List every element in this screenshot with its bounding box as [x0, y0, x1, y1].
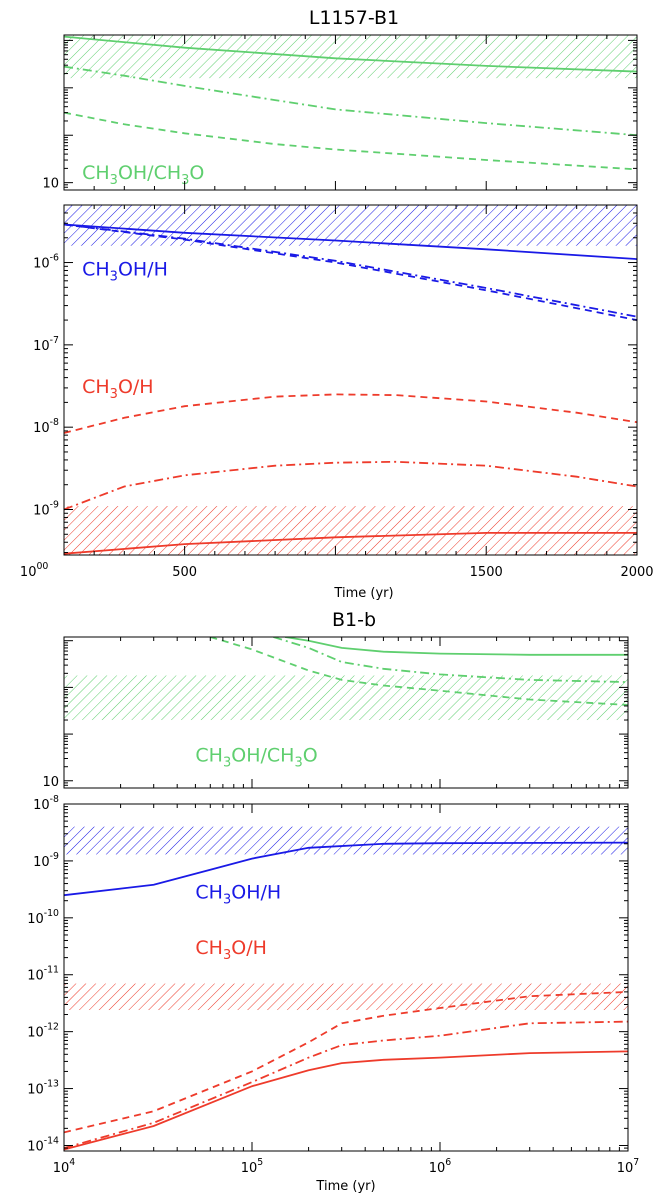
blue-solid-line — [64, 223, 637, 260]
panel-b1b-abundance: CH3OH/H CH3O/H 10-14 10-13 10-12 10-11 10-10 10… — [27, 794, 629, 1154]
blue-dashdot-line — [64, 223, 637, 318]
x-tick-label: 107 — [617, 1157, 640, 1176]
red-dashdot-line — [64, 460, 637, 511]
x-tick-label: 1000 — [20, 561, 48, 580]
red-uncertainty-band — [64, 983, 628, 1011]
green-dashdot-line — [273, 637, 628, 683]
y-tick-label: 10-10 — [27, 908, 59, 927]
y-tick-label: 10-11 — [27, 965, 59, 984]
green-uncertainty-band — [64, 675, 628, 721]
green-solid-line — [64, 35, 637, 73]
red-species-label: CH3O/H — [82, 376, 153, 402]
y-tick-label: 10-8 — [33, 417, 59, 436]
green-dashdot-line — [64, 65, 637, 137]
red-solid-line — [64, 532, 637, 555]
green-species-label: CH3OH/CH3O — [82, 162, 204, 188]
green-uncertainty-band — [64, 35, 637, 79]
chart-title-l1157: L1157-B1 — [309, 7, 399, 29]
y-tick-label: 10-6 — [33, 253, 59, 272]
green-dashed-line — [64, 111, 637, 171]
y-tick-label: 10 — [42, 775, 59, 790]
y-tick-label: 10-12 — [27, 1022, 59, 1041]
green-species-label: CH3OH/CH3O — [195, 744, 317, 770]
x-tick-label: 104 — [53, 1157, 76, 1176]
red-species-label: CH3O/H — [195, 937, 267, 963]
y-tick-label: 10-9 — [33, 499, 59, 518]
plot-area: CH3OH/CH3O 10 CH3OH/H CH3O/H 10-9 10-8 10-7 10-… — [20, 34, 654, 1176]
plot-frame — [63, 803, 629, 1152]
y-tick-label: 10-9 — [33, 851, 59, 870]
panel-b1b-ratio: CH3OH/CH3O 10 — [42, 636, 629, 790]
chart-1: CH3OH/CH3O 10 CH3OH/H CH3O/H 10-14 10-13 10-12… — [27, 636, 640, 1176]
x-tick-label: 106 — [429, 1157, 452, 1176]
panel-l1157-abundance: CH3OH/H CH3O/H 10-9 10-8 10-7 10-6 — [33, 204, 638, 556]
panel-l1157-ratio: CH3OH/CH3O 10 — [42, 34, 638, 192]
blue-uncertainty-band — [64, 826, 628, 855]
y-tick-label: 10 — [42, 177, 59, 192]
blue-uncertainty-band — [64, 205, 637, 246]
blue-species-label: CH3OH/H — [82, 258, 168, 284]
x-tick-label: 1500 — [470, 565, 503, 580]
plot-frame — [63, 204, 638, 556]
red-dashed-line — [64, 393, 637, 434]
blue-solid-line — [64, 841, 628, 897]
blue-species-label: CH3OH/H — [195, 881, 281, 907]
y-tick-label: 10-14 — [27, 1135, 59, 1154]
x-tick-label: 500 — [172, 565, 197, 580]
chart-title-b1b: B1-b — [332, 609, 376, 631]
red-dashed-line — [64, 991, 628, 1134]
green-solid-line — [284, 637, 628, 656]
red-dashdot-line — [64, 1020, 628, 1149]
x-axis-label-b1b: Time (yr) — [315, 1179, 375, 1194]
red-solid-line — [64, 1050, 628, 1151]
y-tick-label: 10-7 — [33, 335, 59, 354]
y-tick-label: 10-13 — [27, 1079, 59, 1098]
x-tick-label: 105 — [241, 1157, 264, 1176]
plot-frame — [63, 636, 629, 789]
chart-0: CH3OH/CH3O 10 CH3OH/H CH3O/H 10-9 10-8 10-7 10-… — [20, 34, 654, 580]
y-tick-label: 10-8 — [33, 794, 59, 813]
x-tick-label: 2000 — [620, 565, 653, 580]
green-dashed-line — [210, 637, 628, 706]
x-axis-label-l1157: Time (yr) — [333, 586, 393, 601]
